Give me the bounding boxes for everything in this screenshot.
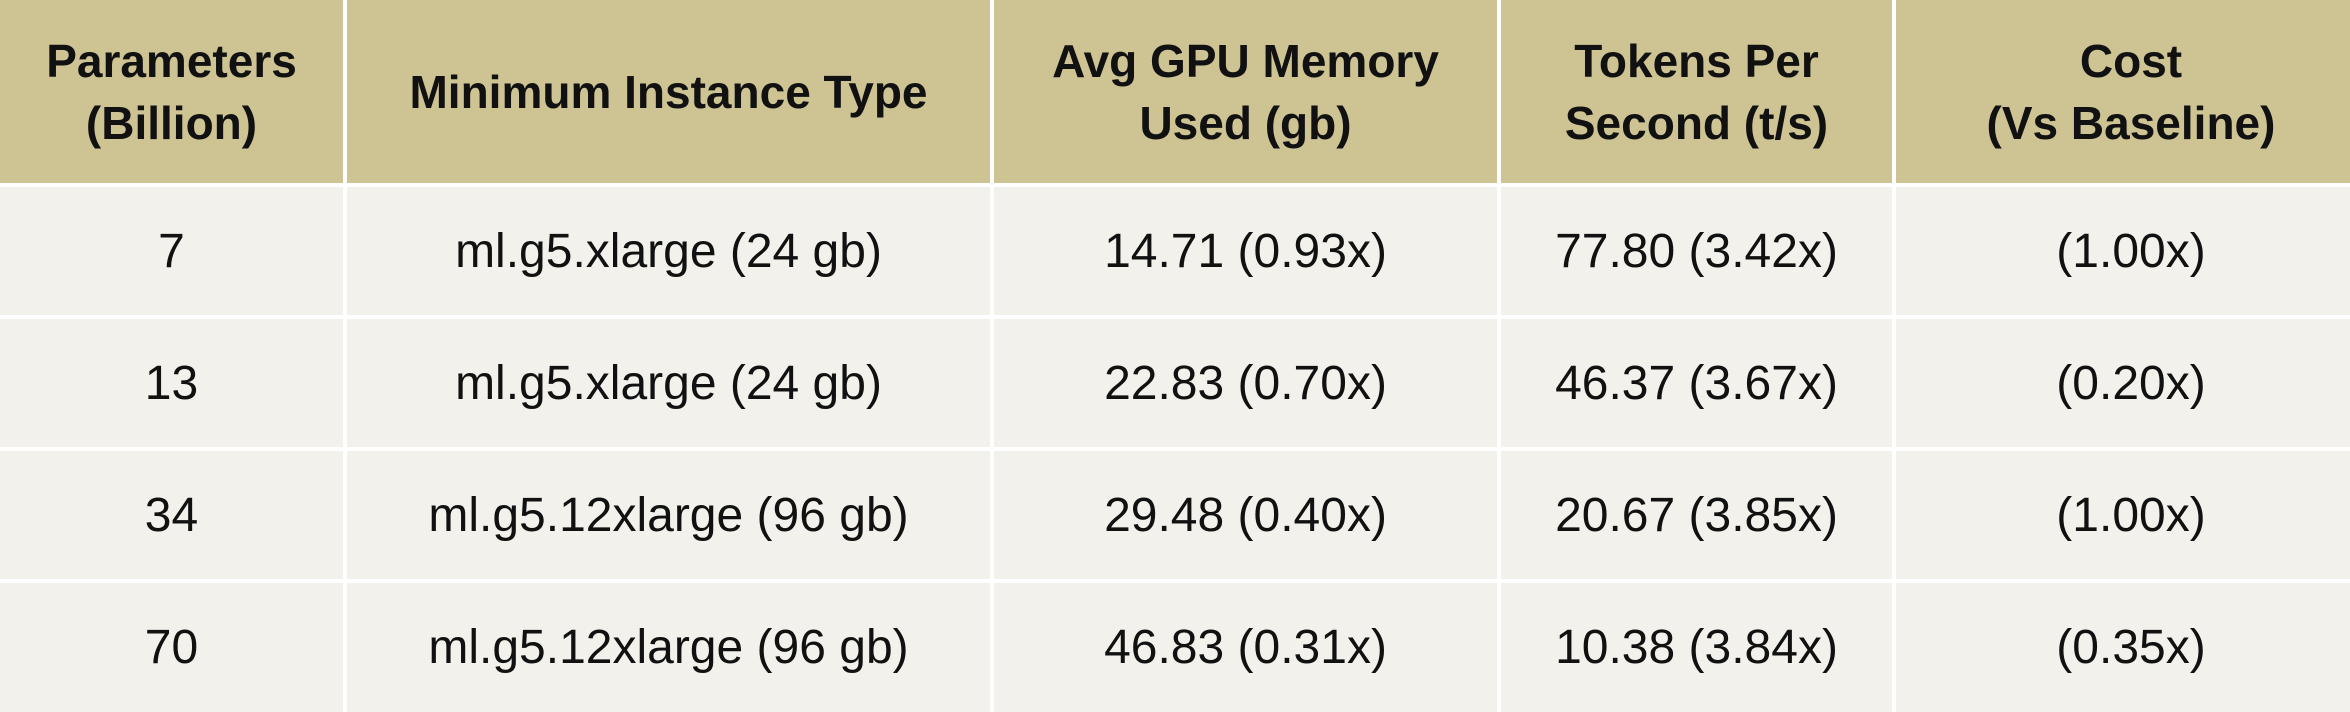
table-cell: ml.g5.xlarge (24 gb) [347,187,990,315]
header-cell: Minimum Instance Type [347,0,990,183]
header-cell: Cost (Vs Baseline) [1896,0,2350,183]
table-cell: 20.67 (3.85x) [1501,451,1892,579]
table-cell: 22.83 (0.70x) [994,319,1497,447]
table-cell: 46.83 (0.31x) [994,583,1497,712]
table-cell: 77.80 (3.42x) [1501,187,1892,315]
table-cell: ml.g5.12xlarge (96 gb) [347,451,990,579]
table-cell: 14.71 (0.93x) [994,187,1497,315]
table-cell: ml.g5.12xlarge (96 gb) [347,583,990,712]
table-cell: 46.37 (3.67x) [1501,319,1892,447]
header-cell: Parameters (Billion) [0,0,343,183]
header-cell: Avg GPU Memory Used (gb) [994,0,1497,183]
table-cell: 70 [0,583,343,712]
table-cell: 29.48 (0.40x) [994,451,1497,579]
table-cell: (0.20x) [1896,319,2350,447]
table-cell: (1.00x) [1896,451,2350,579]
table-cell: 10.38 (3.84x) [1501,583,1892,712]
header-cell: Tokens Per Second (t/s) [1501,0,1892,183]
table-cell: 34 [0,451,343,579]
table-cell: (0.35x) [1896,583,2350,712]
table-cell: ml.g5.xlarge (24 gb) [347,319,990,447]
table-cell: 7 [0,187,343,315]
table-cell: (1.00x) [1896,187,2350,315]
table-cell: 13 [0,319,343,447]
